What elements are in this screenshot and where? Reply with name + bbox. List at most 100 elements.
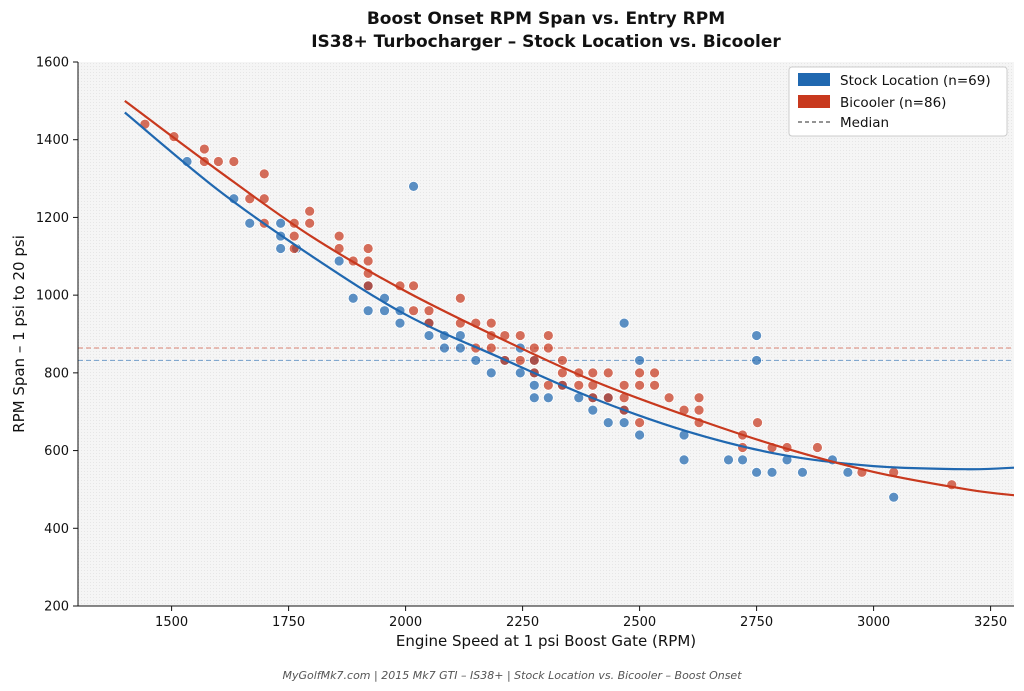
y-tick-label: 1000 <box>36 289 69 304</box>
bicooler-point <box>573 379 585 391</box>
chart-title-line-1: Boost Onset RPM Span vs. Entry RPM <box>367 9 725 29</box>
bicooler-point <box>212 156 224 167</box>
bicooler-point <box>333 230 345 242</box>
y-axis-label: RPM Span – 1 psi to 20 psi <box>10 235 28 433</box>
legend-label-bicooler: Bicooler (n=86) <box>840 95 946 111</box>
fit-curve-stock <box>124 111 1014 471</box>
bicooler-point <box>618 379 630 391</box>
bicooler-point <box>556 355 568 366</box>
bicooler-point <box>514 330 526 341</box>
x-tick-label: 2000 <box>389 615 422 630</box>
stock-point <box>723 454 734 466</box>
bicooler-point <box>649 379 660 391</box>
legend-label-stock: Stock Location (n=69) <box>840 73 991 89</box>
bicooler-point <box>649 367 660 379</box>
legend: Stock Location (n=69) Bicooler (n=86) Me… <box>788 66 1008 137</box>
stock-point <box>485 367 497 379</box>
bicooler-point <box>408 305 419 317</box>
bicooler-point <box>693 404 705 416</box>
stock-point <box>394 317 406 329</box>
stock-point <box>888 491 900 503</box>
y-tick-label: 800 <box>44 366 69 381</box>
bicooler-point <box>288 230 300 242</box>
y-tick-label: 200 <box>44 600 69 615</box>
stock-point <box>842 466 854 478</box>
bicooler-point <box>485 317 497 329</box>
y-tick-label: 400 <box>44 522 69 537</box>
fit-curve-bicooler <box>124 99 1014 497</box>
bicooler-point <box>634 367 645 379</box>
bicooler-point <box>812 442 823 453</box>
legend-swatch-bicooler <box>798 95 830 108</box>
bicooler-point <box>454 292 466 304</box>
legend-frame <box>788 66 1008 137</box>
stock-point <box>797 466 808 478</box>
stock-point <box>542 392 554 404</box>
stock-point <box>470 355 482 366</box>
stock-point <box>528 379 540 391</box>
stock-point <box>618 417 630 428</box>
x-tick-label: 3000 <box>857 615 890 630</box>
bicooler-point <box>752 417 763 428</box>
bicooler-point <box>198 143 210 155</box>
bicooler-point <box>693 392 705 404</box>
y-axis-ticks: 200 400 600 800 1000 1200 1400 1600 <box>36 56 78 615</box>
stock-point <box>634 355 645 366</box>
stock-point <box>362 305 374 317</box>
x-tick-label: 3250 <box>974 615 1007 630</box>
bicooler-point <box>362 280 374 292</box>
y-tick-label: 1600 <box>36 56 69 71</box>
bicooler-point <box>663 392 675 404</box>
stock-point <box>275 243 287 254</box>
bicooler-point <box>304 217 316 229</box>
x-tick-label: 1750 <box>272 615 305 630</box>
x-tick-label: 2250 <box>506 615 539 630</box>
stock-point <box>751 330 762 341</box>
bicooler-point <box>362 255 374 267</box>
stock-point <box>275 217 287 229</box>
bicooler-point <box>602 392 614 404</box>
y-tick-label: 1200 <box>36 211 69 226</box>
stock-point <box>751 466 762 478</box>
data-points <box>139 118 958 503</box>
stock-point <box>333 255 345 267</box>
legend-swatch-stock <box>798 73 830 86</box>
bicooler-point <box>408 280 419 292</box>
y-tick-label: 600 <box>44 444 69 459</box>
fit-curves <box>124 99 1014 497</box>
stock-point <box>408 180 419 192</box>
y-tick-label: 1400 <box>36 133 69 148</box>
bicooler-point <box>542 342 554 354</box>
stock-point <box>347 292 359 304</box>
x-tick-label: 2750 <box>740 615 773 630</box>
bicooler-point <box>634 379 645 391</box>
legend-label-median: Median <box>840 115 889 131</box>
bicooler-point <box>514 355 526 366</box>
bicooler-point <box>634 417 645 428</box>
stock-point <box>751 355 762 366</box>
stock-point <box>678 454 690 466</box>
bicooler-point <box>602 367 614 379</box>
stock-point <box>766 466 778 478</box>
x-tick-label: 2500 <box>623 615 656 630</box>
chart-title-line-2: IS38+ Turbocharger – Stock Location vs. … <box>311 32 781 52</box>
stock-point <box>423 330 435 341</box>
chart-footer: MyGolfMk7.com | 2015 Mk7 GTI – IS38+ | S… <box>282 669 742 682</box>
bicooler-point <box>258 168 270 180</box>
bicooler-point <box>587 367 599 379</box>
bicooler-point <box>362 243 374 254</box>
stock-point <box>618 317 630 329</box>
bicooler-point <box>542 330 554 341</box>
x-tick-label: 1500 <box>155 615 188 630</box>
stock-point <box>737 454 748 466</box>
stock-point <box>454 342 466 354</box>
stock-point <box>379 305 390 317</box>
bicooler-point <box>528 342 540 354</box>
stock-point <box>439 342 450 354</box>
stock-point <box>602 417 614 428</box>
stock-point <box>634 429 645 441</box>
stock-point <box>587 404 599 416</box>
bicooler-point <box>304 205 316 217</box>
bicooler-point <box>228 156 240 167</box>
